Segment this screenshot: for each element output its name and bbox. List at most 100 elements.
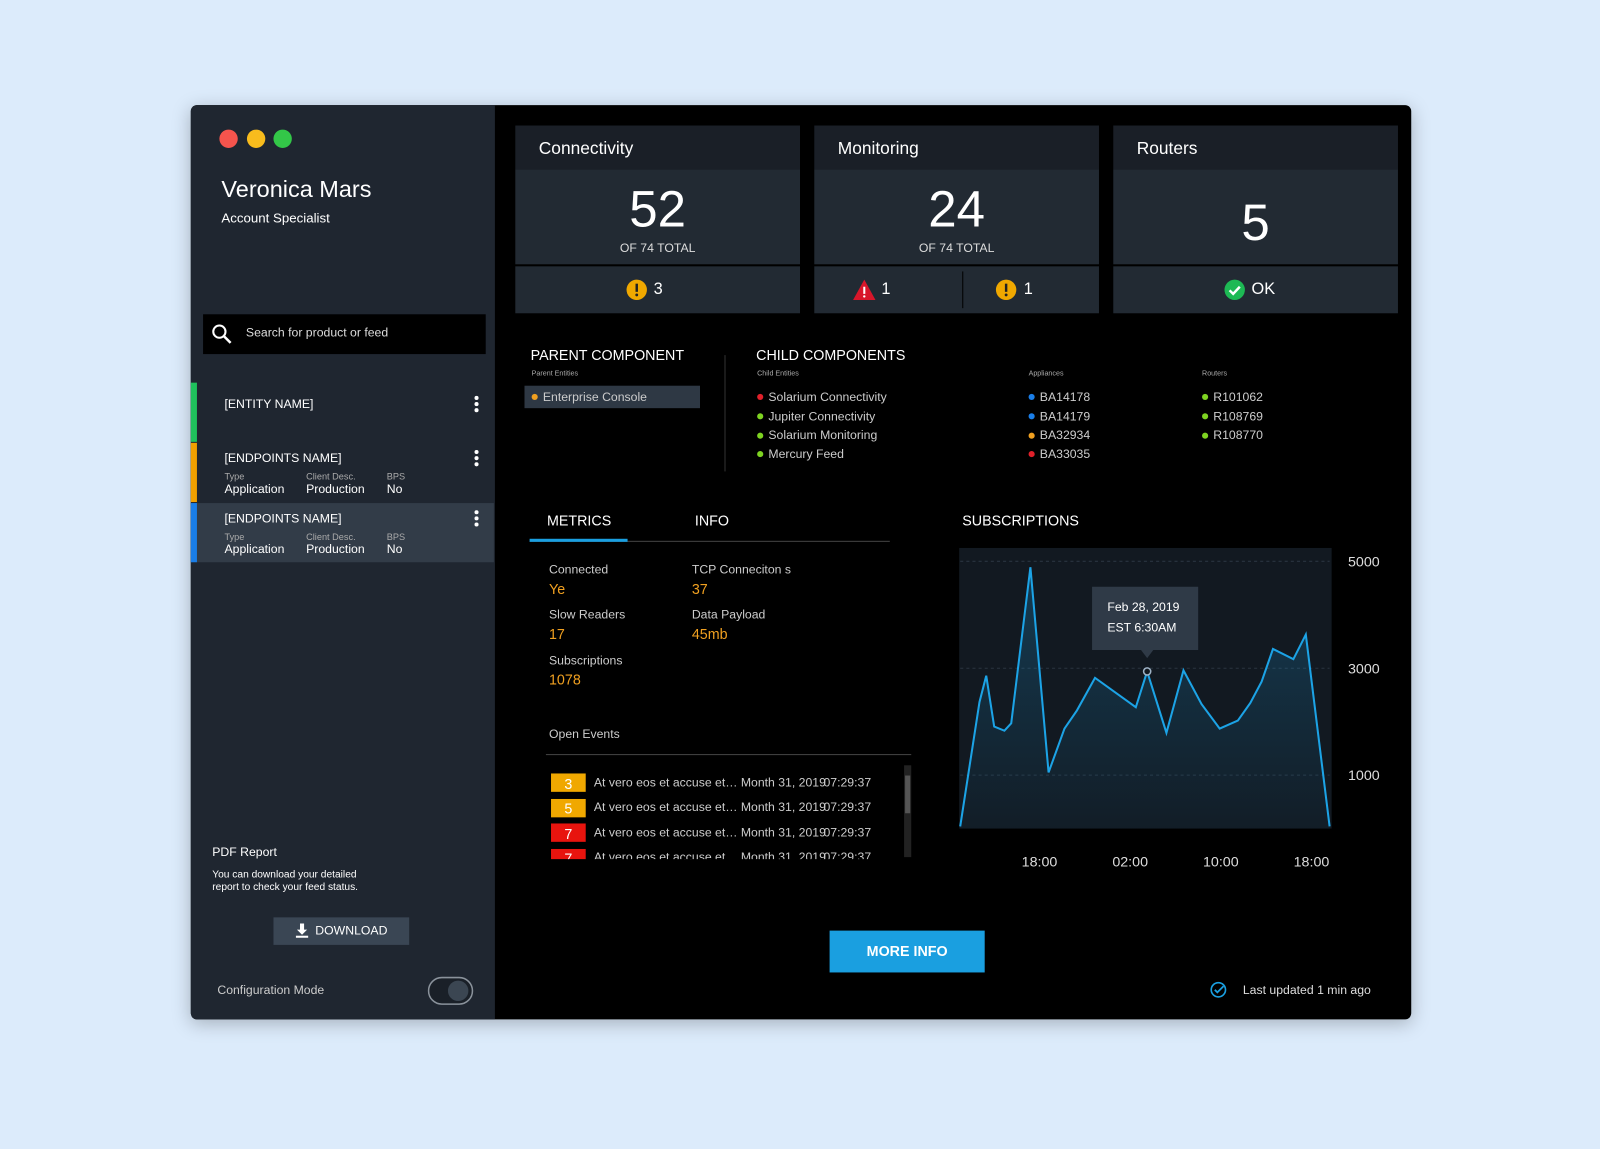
parent-subtitle: Parent Entities bbox=[531, 370, 579, 378]
list-item[interactable] bbox=[190, 503, 494, 563]
event-count: 3 bbox=[564, 775, 573, 792]
parent-item[interactable] bbox=[524, 385, 701, 409]
field-value: Application bbox=[224, 481, 285, 496]
card-title: Routers bbox=[1136, 138, 1198, 158]
item-color-bar bbox=[190, 503, 197, 563]
metric-label: Subscriptions bbox=[548, 652, 623, 668]
tooltip-text: Feb 28, 2019 bbox=[1107, 600, 1179, 614]
event-date: Month 31, 2019 bbox=[740, 825, 826, 840]
minimize-button[interactable] bbox=[246, 129, 266, 148]
item-name: [ENTITY NAME] bbox=[224, 396, 314, 412]
card-subtitle: OF 74 TOTAL bbox=[918, 240, 995, 255]
download-button[interactable] bbox=[273, 917, 410, 945]
group-label: Child Entities bbox=[757, 370, 799, 378]
child-item-name: Jupiter Connectivity bbox=[768, 408, 876, 424]
more-info-button[interactable] bbox=[829, 930, 985, 973]
status-divider bbox=[962, 271, 964, 309]
events-rule bbox=[545, 754, 912, 756]
list-item[interactable] bbox=[191, 383, 494, 442]
icon-glyph bbox=[1228, 285, 1241, 296]
user-name: Veronica Mars bbox=[221, 175, 372, 203]
kebab-dot bbox=[474, 402, 479, 407]
status-text: OK bbox=[1251, 281, 1276, 299]
close-button[interactable] bbox=[219, 129, 238, 148]
metric-value: 45mb bbox=[691, 625, 728, 642]
event-text: At vero eos et accuse et… bbox=[593, 825, 738, 840]
event-badge bbox=[551, 823, 586, 842]
status-text: 1 bbox=[881, 281, 891, 299]
event-text: At vero eos et accuse et… bbox=[593, 775, 738, 790]
metric-value: Ye bbox=[548, 580, 566, 597]
card-value: 5 bbox=[1241, 193, 1270, 252]
y-tick-label: 1000 bbox=[1348, 768, 1380, 784]
x-tick-label: 02:00 bbox=[1112, 854, 1148, 870]
event-count: 7 bbox=[564, 825, 573, 842]
search-icon bbox=[212, 324, 232, 344]
parent-title: PARENT COMPONENT bbox=[530, 346, 685, 364]
card-body bbox=[515, 169, 801, 265]
card-header bbox=[515, 125, 801, 170]
divider bbox=[724, 355, 726, 472]
report-description: report to check your feed status. bbox=[212, 881, 359, 893]
maximize-button[interactable] bbox=[273, 129, 292, 148]
parent-item-name: Enterprise Console bbox=[542, 389, 648, 404]
event-badge bbox=[551, 848, 586, 860]
icon-glyph bbox=[862, 295, 866, 298]
child-item-name: BA14179 bbox=[1039, 408, 1091, 424]
report-description: You can download your detailed bbox=[212, 869, 357, 881]
card-header bbox=[1113, 125, 1398, 170]
config-toggle[interactable] bbox=[427, 976, 475, 1008]
kebab-dot bbox=[474, 456, 479, 461]
child-item-name: R101062 bbox=[1213, 389, 1263, 404]
tabs-rule bbox=[529, 540, 890, 542]
window-controls bbox=[219, 129, 292, 148]
kebab-menu[interactable] bbox=[471, 448, 481, 468]
highlight-point bbox=[1142, 667, 1152, 676]
metric-label: Data Payload bbox=[691, 607, 766, 622]
group-label: Routers bbox=[1202, 370, 1228, 378]
card-value: 52 bbox=[629, 180, 687, 238]
kebab-dot bbox=[474, 395, 479, 401]
search-placeholder: Search for product or feed bbox=[245, 325, 389, 340]
field-label: Client Desc. bbox=[306, 531, 356, 542]
alert-icon bbox=[852, 279, 876, 301]
event-time: 07:29:37 bbox=[823, 850, 872, 860]
status-text: 3 bbox=[653, 281, 663, 299]
kebab-dot bbox=[474, 408, 479, 413]
field-value: Production bbox=[306, 481, 365, 496]
config-mode-label: Configuration Mode bbox=[217, 982, 325, 997]
status-dot bbox=[1202, 393, 1209, 401]
event-date: Month 31, 2019 bbox=[740, 800, 826, 815]
x-tick-label: 18:00 bbox=[1022, 854, 1058, 870]
tooltip-box bbox=[1092, 586, 1199, 659]
status-dot bbox=[1202, 413, 1209, 420]
search-box[interactable] bbox=[203, 314, 486, 355]
tab-label: METRICS bbox=[546, 511, 612, 529]
y-tick-label: 5000 bbox=[1348, 554, 1380, 570]
kebab-dot bbox=[474, 450, 479, 455]
field-label: BPS bbox=[386, 531, 406, 542]
icon-shape bbox=[1223, 279, 1245, 301]
card-value: 24 bbox=[928, 180, 986, 238]
event-text: At vero eos et accuse et… bbox=[593, 800, 738, 815]
child-title: CHILD COMPONENTS bbox=[756, 346, 906, 364]
scrollbar-thumb[interactable] bbox=[905, 775, 911, 814]
field-value: No bbox=[386, 541, 403, 556]
metric-label: Slow Readers bbox=[548, 607, 626, 622]
card-subtitle: OF 74 TOTAL bbox=[619, 240, 696, 255]
status-dot bbox=[531, 393, 538, 401]
tab-active-underline bbox=[529, 538, 628, 542]
kebab-menu[interactable] bbox=[471, 394, 481, 414]
tooltip-text: EST 6:30AM bbox=[1107, 621, 1176, 635]
chart-title: SUBSCRIPTIONS bbox=[962, 512, 1079, 529]
icon-glyph bbox=[634, 293, 638, 297]
status-dot bbox=[1028, 432, 1035, 439]
icon-glyph bbox=[1005, 283, 1008, 292]
kebab-menu[interactable] bbox=[471, 508, 481, 528]
kebab-dot bbox=[474, 516, 479, 521]
icon-glyph bbox=[635, 283, 638, 292]
ok-icon bbox=[1223, 279, 1245, 301]
last-updated: Last updated 1 min ago bbox=[1242, 982, 1371, 997]
